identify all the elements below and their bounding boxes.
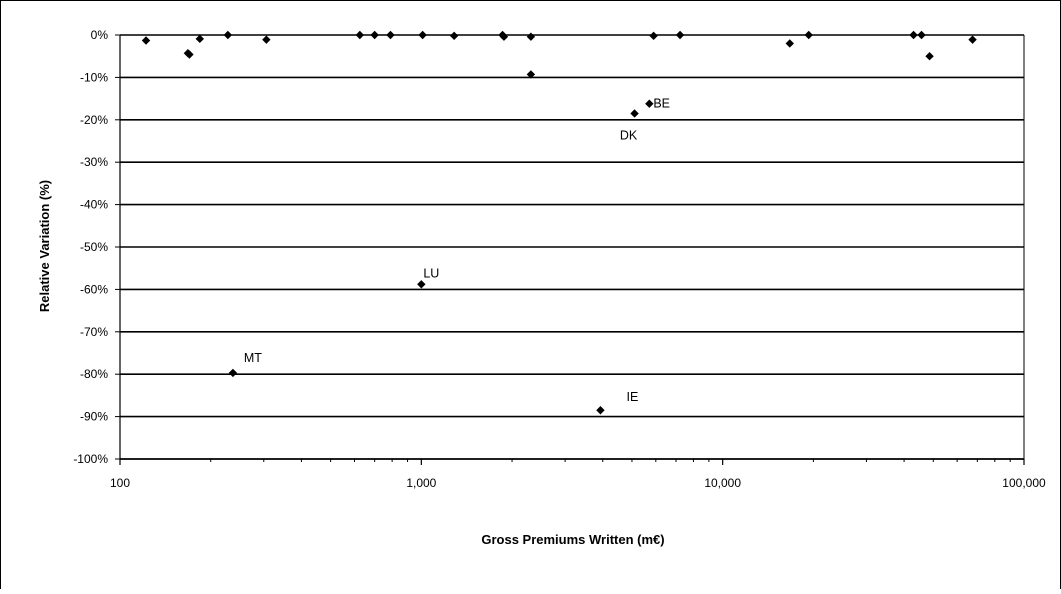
point-label-ie: IE xyxy=(627,390,639,404)
y-tick-label: -30% xyxy=(80,155,108,169)
data-point xyxy=(195,34,204,44)
data-point xyxy=(386,30,395,40)
y-tick-label: -100% xyxy=(73,452,108,466)
y-tick-label: -70% xyxy=(80,325,108,339)
data-point xyxy=(499,32,509,41)
data-point xyxy=(649,31,658,41)
y-tick-label: 0% xyxy=(91,28,109,42)
data-point xyxy=(449,31,459,41)
y-tick-label: -20% xyxy=(80,113,108,127)
y-tick-label: -10% xyxy=(80,70,108,84)
data-point xyxy=(925,52,934,61)
data-point xyxy=(355,30,365,40)
data-point xyxy=(804,30,813,40)
data-point xyxy=(917,30,926,40)
data-point xyxy=(675,30,685,40)
data-point xyxy=(141,36,151,45)
y-tick-label: -90% xyxy=(80,410,108,424)
data-point-lu xyxy=(417,280,426,289)
data-point-labels: BE DK LU MT IE xyxy=(244,97,670,405)
data-point xyxy=(526,70,536,79)
point-label-dk: DK xyxy=(620,128,638,142)
data-point xyxy=(785,39,794,48)
x-tick-label: 100,000 xyxy=(1002,476,1046,490)
data-point-mt xyxy=(228,368,238,378)
point-label-be: BE xyxy=(653,97,670,111)
data-point-dk xyxy=(630,109,639,118)
data-point xyxy=(223,30,233,40)
gridlines xyxy=(120,34,1024,460)
x-tick-label: 10,000 xyxy=(704,476,741,490)
data-point-be xyxy=(645,99,654,108)
x-tick-label: 1,000 xyxy=(406,476,436,490)
point-label-lu: LU xyxy=(423,266,439,280)
y-tick-label: -60% xyxy=(80,282,108,296)
axes xyxy=(115,34,1025,465)
y-axis-title: Relative Variation (%) xyxy=(37,180,52,312)
x-axis-title: Gross Premiums Written (m€) xyxy=(481,532,664,547)
data-point xyxy=(418,30,427,40)
data-point xyxy=(526,32,536,41)
data-point xyxy=(185,50,194,59)
data-point xyxy=(968,35,977,44)
data-points xyxy=(141,30,977,415)
y-axis-tick-labels: 0% -10% -20% -30% -40% -50% -60% -70% -80% -90% -1… xyxy=(73,28,108,466)
data-point xyxy=(262,35,271,44)
y-tick-label: -40% xyxy=(80,198,108,212)
data-point-ie xyxy=(596,406,605,415)
x-axis-tick-labels: 100 1,000 10,000 100,000 xyxy=(110,476,1046,490)
y-tick-label: -50% xyxy=(80,240,108,254)
x-tick-label: 100 xyxy=(110,476,130,490)
point-label-mt: MT xyxy=(244,351,262,365)
data-point xyxy=(370,30,379,40)
data-point xyxy=(909,30,918,40)
y-tick-label: -80% xyxy=(80,367,108,381)
